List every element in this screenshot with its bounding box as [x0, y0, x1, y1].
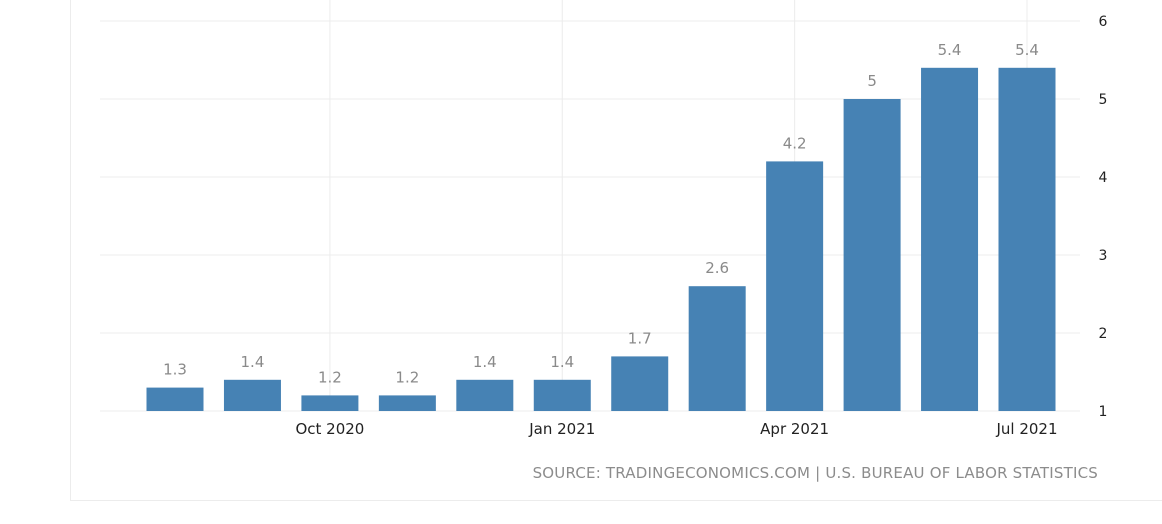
bar [301, 395, 359, 411]
y-axis-ticks: 1 2 3 4 5 6 [1099, 14, 1108, 420]
data-label: 1.2 [395, 368, 419, 386]
data-label: 1.4 [550, 353, 574, 371]
bar [223, 379, 281, 411]
bar [998, 67, 1056, 412]
data-label: 5 [867, 72, 877, 90]
x-tick-label: Apr 2021 [760, 420, 829, 438]
data-label: 1.3 [163, 361, 187, 379]
bar [456, 379, 514, 411]
y-tick-label: 4 [1099, 170, 1108, 186]
y-tick-label: 1 [1099, 404, 1108, 420]
bar [146, 387, 204, 411]
x-axis-ticks: Oct 2020 Jan 2021 Apr 2021 Jul 2021 [295, 420, 1057, 438]
bar [766, 161, 824, 411]
data-label: 1.4 [473, 353, 497, 371]
data-label: 5.4 [938, 41, 962, 59]
data-label: 1.4 [241, 353, 265, 371]
y-tick-label: 6 [1099, 14, 1108, 30]
x-tick-label: Jul 2021 [995, 420, 1057, 438]
bars [146, 67, 1056, 412]
data-label: 1.7 [628, 329, 652, 347]
y-tick-label: 5 [1099, 92, 1108, 108]
bar [843, 99, 901, 411]
bar [611, 356, 669, 411]
data-label: 1.2 [318, 368, 342, 386]
x-tick-label: Oct 2020 [295, 420, 364, 438]
data-labels: 1.3 1.4 1.2 1.2 1.4 1.4 1.7 2.6 4.2 5 5.4 5.4 [163, 41, 1039, 387]
data-label: 4.2 [783, 134, 807, 152]
data-label: 5.4 [1015, 41, 1039, 59]
y-tick-label: 3 [1099, 248, 1108, 264]
bar [378, 395, 436, 411]
y-tick-label: 2 [1099, 326, 1108, 342]
bar [533, 379, 591, 411]
chart-frame [70, 0, 1162, 501]
data-label: 2.6 [705, 259, 729, 277]
bar [688, 286, 746, 411]
bar [921, 67, 979, 412]
source-attribution: SOURCE: TRADINGECONOMICS.COM | U.S. BURE… [532, 464, 1098, 482]
x-tick-label: Jan 2021 [528, 420, 595, 438]
